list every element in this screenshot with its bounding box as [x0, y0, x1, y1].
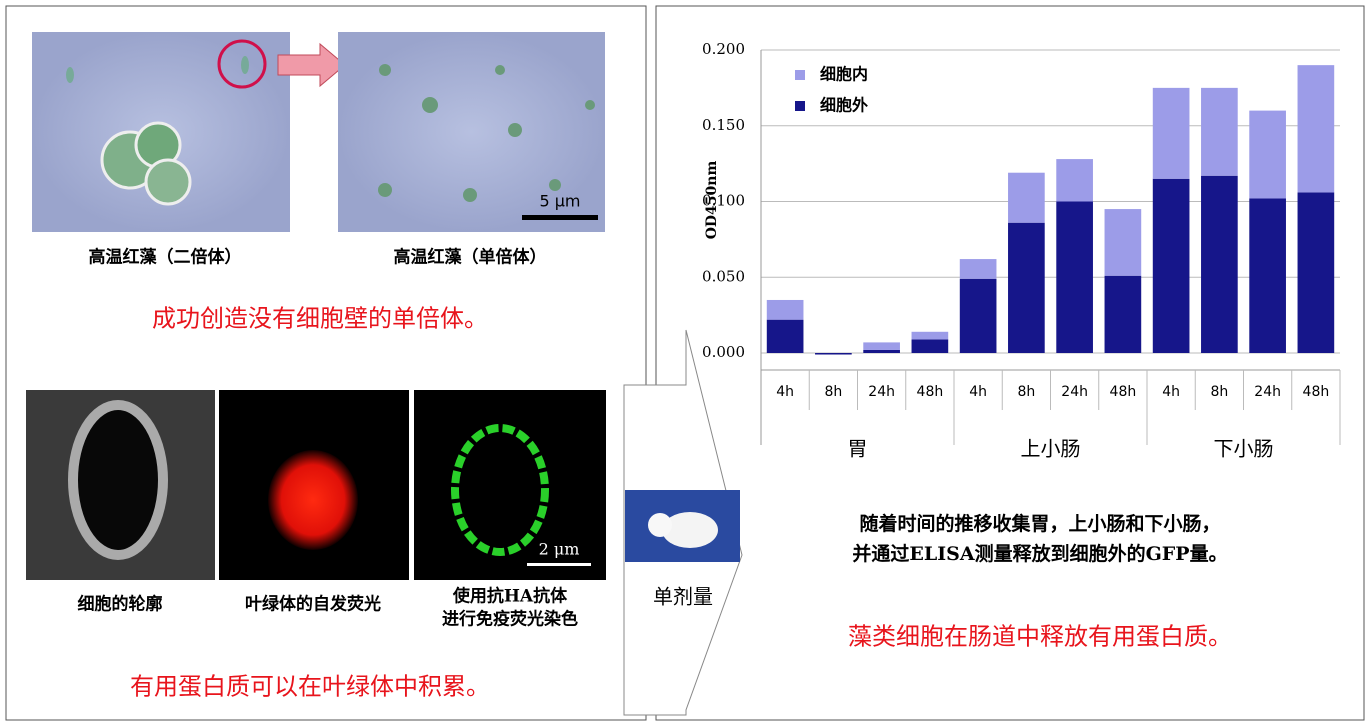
y-tick-label: 0.050 [702, 267, 745, 285]
bar-segment [1105, 276, 1142, 353]
dose-label: 单剂量 [653, 585, 713, 609]
x-tick-label: 24h [1061, 384, 1088, 400]
cell [241, 56, 249, 74]
chart: 0.0000.0500.1000.1500.2004h8h24h48h4h8h2… [702, 40, 1340, 461]
headline: 藻类细胞在肠道中释放有用蛋白质。 [848, 623, 1232, 651]
bar-segment [1298, 65, 1335, 192]
x-tick-label: 48h [1110, 384, 1137, 400]
legend-swatch [795, 101, 805, 111]
bar-segment [815, 353, 852, 355]
scale-bar [527, 563, 591, 566]
caption: 高温红藻（单倍体） [394, 247, 547, 268]
bar-segment [1249, 198, 1286, 353]
group-label: 下小肠 [1214, 437, 1274, 461]
group-label: 上小肠 [1021, 437, 1081, 461]
x-tick-label: 8h [824, 384, 842, 400]
x-tick-label: 48h [917, 384, 944, 400]
group-label: 胃 [848, 437, 868, 461]
cell [146, 160, 190, 204]
headline: 成功创造没有细胞壁的单倍体。 [152, 305, 488, 333]
scale-bar [522, 215, 598, 220]
bar-segment [1153, 88, 1190, 179]
cell [73, 405, 163, 555]
chloroplast [268, 450, 358, 550]
scale-label: 2 μm [539, 540, 580, 559]
bar-segment [912, 339, 949, 353]
bar-segment [1056, 202, 1093, 354]
bar-segment [1201, 88, 1238, 176]
bar-segment [1298, 192, 1335, 353]
x-tick-label: 8h [1210, 384, 1228, 400]
bar-segment [767, 300, 804, 320]
y-tick-label: 0.200 [702, 40, 745, 58]
bar-segment [1153, 179, 1190, 353]
bar-segment [1249, 111, 1286, 199]
cell [66, 67, 74, 83]
bar-segment [1201, 176, 1238, 353]
x-tick-label: 4h [776, 384, 794, 400]
legend-label: 细胞外 [820, 96, 868, 115]
bar-segment [912, 332, 949, 340]
bar-segment [863, 350, 900, 353]
caption: 使用抗HA抗体 [452, 586, 568, 607]
legend-label: 细胞内 [820, 65, 868, 84]
scale-label: 5 μm [539, 192, 580, 211]
bar-segment [767, 320, 804, 353]
bar-segment [1105, 209, 1142, 276]
caption: 叶绿体的自发荧光 [245, 594, 381, 615]
mouse [648, 513, 672, 537]
caption: 进行免疫荧光染色 [442, 609, 578, 630]
bar-segment [960, 259, 997, 279]
bar-segment [960, 279, 997, 353]
caption: 细胞的轮廓 [78, 594, 163, 615]
y-tick-label: 0.150 [702, 116, 745, 134]
y-tick-label: 0.000 [702, 343, 745, 361]
y-axis-label: OD450nm [704, 161, 720, 240]
bar-segment [1056, 159, 1093, 201]
caption: 高温红藻（二倍体） [89, 247, 242, 268]
headline: 有用蛋白质可以在叶绿体中积累。 [130, 673, 490, 701]
bar-segment [1008, 223, 1045, 353]
x-tick-label: 4h [1162, 384, 1180, 400]
bar-segment [863, 342, 900, 350]
x-tick-label: 48h [1303, 384, 1330, 400]
x-tick-label: 24h [1254, 384, 1281, 400]
description: 并通过ELISA测量释放到细胞外的GFP量。 [852, 542, 1227, 565]
x-tick-label: 24h [868, 384, 895, 400]
legend-swatch [795, 70, 805, 80]
x-tick-label: 4h [969, 384, 987, 400]
description: 随着时间的推移收集胃，上小肠和下小肠， [859, 512, 1220, 535]
x-tick-label: 8h [1017, 384, 1035, 400]
bar-segment [1008, 173, 1045, 223]
